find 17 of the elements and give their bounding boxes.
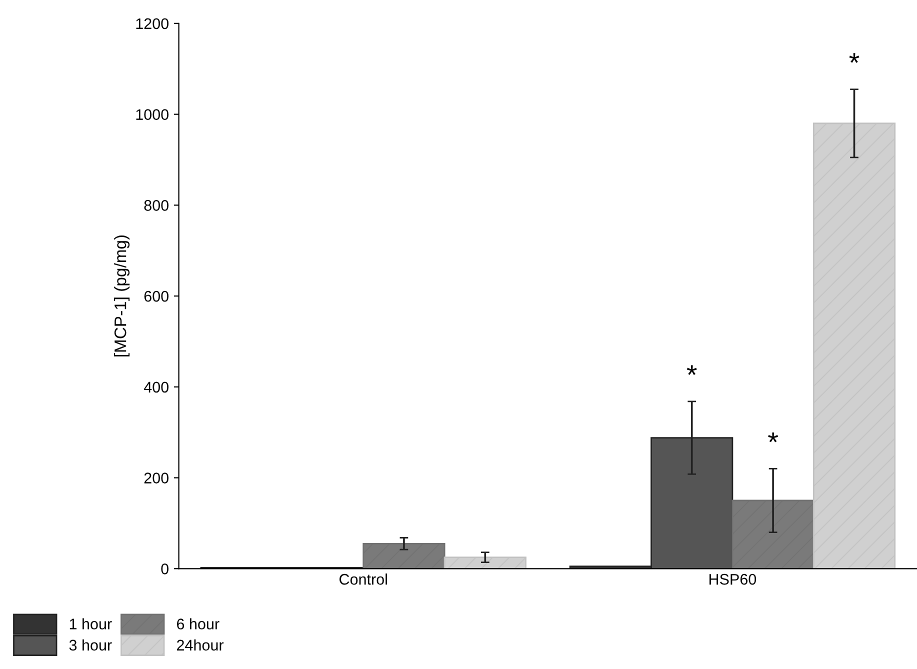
data-label: * xyxy=(686,365,697,375)
data-label: * xyxy=(849,53,860,63)
y-tick-label: 400 xyxy=(144,382,168,393)
y-tick-label: 0 xyxy=(161,564,168,574)
y-tick-label: 1200 xyxy=(136,18,168,30)
legend-label: 1 hour xyxy=(70,618,112,630)
y-tick-label: 800 xyxy=(144,200,168,211)
y-axis-title: [MCP-1] (pg/mg) xyxy=(114,235,130,356)
legend-label: 24hour xyxy=(177,639,224,651)
legend-label: 6 hour xyxy=(177,618,220,630)
y-tick-label: 1000 xyxy=(136,109,168,120)
x-tick-label: Control xyxy=(340,574,387,585)
x-tick-label: HSP60 xyxy=(710,574,756,585)
y-tick-label: 200 xyxy=(144,472,168,484)
data-label: * xyxy=(768,432,778,442)
legend-label: 3 hour xyxy=(69,639,112,651)
y-tick-label: 600 xyxy=(144,290,168,302)
